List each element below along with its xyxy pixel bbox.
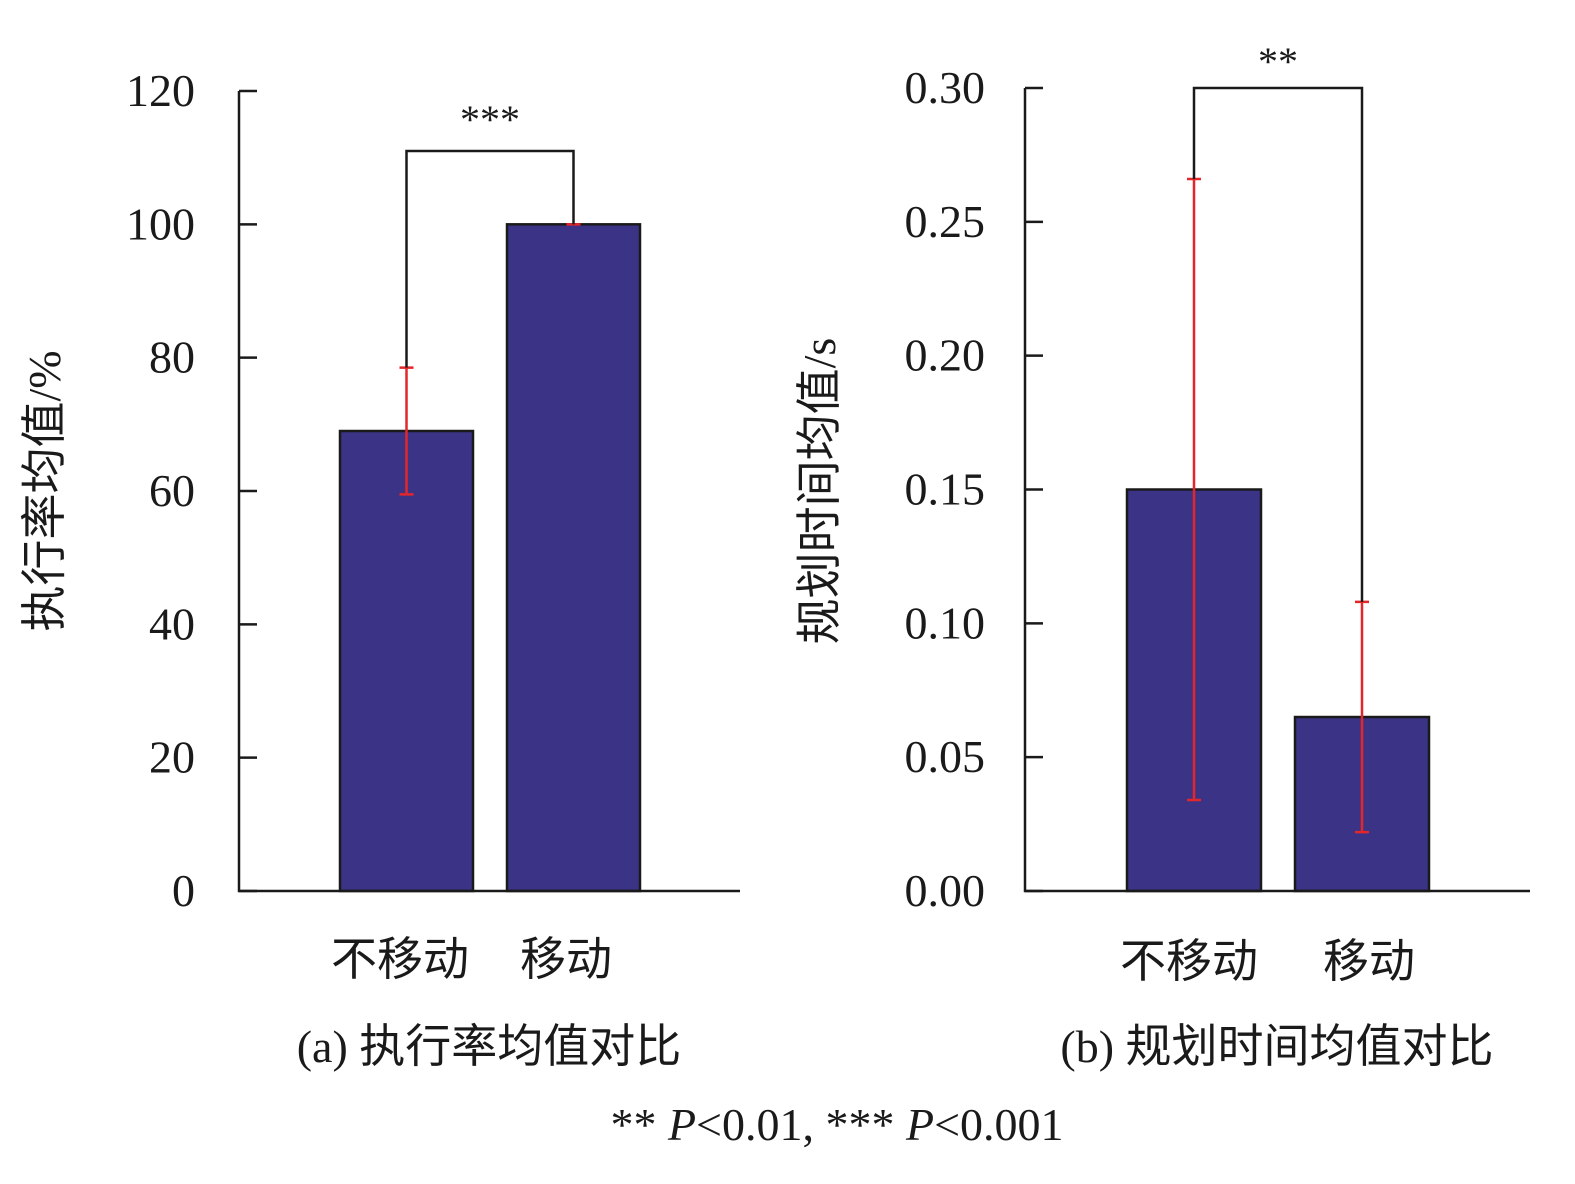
- footnote-threshold-1: <0.01,: [696, 1099, 825, 1150]
- significance-bracket-b: [1192, 86, 1364, 602]
- y-tick-label-a-1: 20: [149, 732, 195, 783]
- y-tick-label-b-6: 0.30: [905, 62, 986, 113]
- axes-a: [237, 91, 740, 893]
- category-label-b-2: 移动: [1323, 936, 1415, 987]
- y-tick-label-b-1: 0.05: [905, 731, 986, 782]
- y-tick-label-a-5: 100: [126, 198, 195, 249]
- footnote-p-2: P: [905, 1099, 934, 1150]
- footnote: ** P<0.01, *** P<0.001: [610, 1099, 1063, 1150]
- panel-a: 0 20 40 60 80 100 120 执行率均值/% 不移动 移动 *** (a) 执行率均值对…: [19, 65, 740, 1072]
- bar-a-1: [338, 429, 475, 893]
- y-tick-label-a-3: 60: [149, 465, 195, 516]
- error-bar-b-1: [1187, 177, 1201, 802]
- y-tick-label-b-0: 0.00: [905, 865, 986, 916]
- bar-a-2: [505, 223, 642, 893]
- caption-a: (a) 执行率均值对比: [297, 1021, 682, 1072]
- y-tick-label-b-3: 0.15: [905, 464, 986, 515]
- y-tick-label-a-0: 0: [172, 865, 195, 916]
- category-label-a-2: 移动: [520, 934, 612, 985]
- y-axis-label-b: 规划时间均值/s: [794, 338, 845, 645]
- axes-b: [1023, 88, 1530, 893]
- category-label-a-1: 不移动: [331, 934, 469, 985]
- y-tick-label-b-4: 0.20: [905, 330, 986, 381]
- y-tick-label-a-4: 80: [149, 332, 195, 383]
- y-tick-label-b-5: 0.25: [905, 196, 986, 247]
- y-tick-label-b-2: 0.10: [905, 597, 986, 648]
- footnote-threshold-2: <0.001: [934, 1099, 1063, 1150]
- footnote-stars-3: ***: [826, 1099, 907, 1150]
- caption-b: (b) 规划时间均值对比: [1060, 1021, 1493, 1072]
- y-tick-label-a-2: 40: [149, 598, 195, 649]
- significance-stars-a: ***: [460, 97, 520, 142]
- error-bar-a-1: [399, 366, 414, 496]
- significance-bracket-a: [405, 149, 575, 368]
- footnote-stars-2: **: [610, 1099, 668, 1150]
- footnote-p-1: P: [667, 1099, 696, 1150]
- significance-stars-b: **: [1258, 39, 1298, 84]
- y-axis-label-a: 执行率均值/%: [19, 350, 70, 631]
- y-tick-label-a-6: 120: [126, 65, 195, 116]
- category-label-b-1: 不移动: [1120, 936, 1258, 987]
- panel-b: 0.00 0.05 0.10 0.15 0.20 0.25 0.30 规划时间均值/s 不移动 移…: [794, 39, 1530, 1072]
